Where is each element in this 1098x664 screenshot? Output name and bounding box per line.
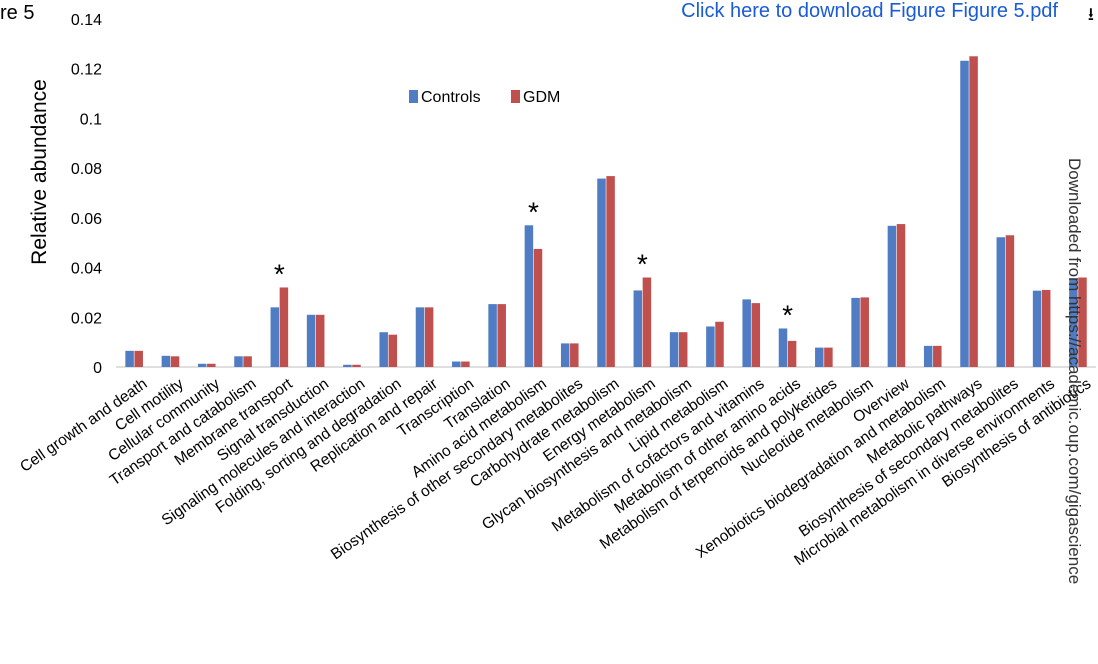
y-axis-label: Relative abundance — [28, 79, 51, 265]
bar-controls-folding-sorting-and-degradation — [379, 332, 388, 367]
bar-controls-transport-and-catabolism — [234, 356, 243, 367]
download-link[interactable]: Click here to download Figure Figure 5.p… — [681, 0, 1058, 22]
bar-gdm-cell-motility — [170, 356, 180, 367]
bar-gdm-signal-transduction — [315, 314, 325, 367]
bar-gdm-replication-and-repair — [424, 307, 434, 367]
bar-controls-metabolism-of-terpenoids-and-polyketides — [815, 347, 824, 367]
bar-controls-metabolism-of-other-amino-acids — [778, 328, 788, 367]
bar-controls-metabolism-of-cofactors-and-vitamins — [742, 299, 751, 367]
bar-gdm-membrane-transport — [279, 287, 289, 367]
y-tick-label: 0.08 — [71, 161, 102, 178]
bar-gdm-metabolism-of-cofactors-and-vitamins — [751, 303, 761, 367]
bar-gdm-microbial-metabolism-in-diverse-environments — [1041, 289, 1051, 367]
bar-gdm-carbohydrate-metabolism — [606, 176, 615, 367]
significance-markers: * * * * — [274, 196, 793, 330]
bar-controls-cellular-community — [197, 363, 207, 367]
significance-asterisk: * — [274, 258, 285, 289]
significance-asterisk: * — [528, 196, 539, 227]
bar-gdm-translation — [497, 304, 506, 367]
bar-controls-cell-growth-and-death — [125, 350, 134, 367]
download-source-note: Downloaded from https://academic.oup.com… — [1065, 158, 1084, 585]
bar-gdm-energy-metabolism — [642, 277, 652, 367]
bar-controls-signaling-molecules-and-interaction — [343, 364, 352, 367]
y-tick-label: 0 — [93, 360, 102, 377]
bar-gdm-lipid-metabolism — [715, 321, 724, 367]
bar-controls-cell-motility — [161, 355, 171, 367]
y-tick-label: 0.1 — [80, 111, 102, 128]
bar-gdm-biosynthesis-of-antibiotics — [1078, 277, 1087, 367]
bar-gdm-metabolism-of-terpenoids-and-polyketides — [824, 347, 833, 367]
bar-controls-biosynthesis-of-other-secondary-metabolites — [560, 343, 570, 367]
bar-gdm-biosynthesis-of-other-secondary-metabolites — [570, 343, 579, 367]
bar-gdm-transport-and-catabolism — [243, 356, 252, 367]
chart-bars — [125, 56, 1087, 368]
significance-asterisk: * — [637, 249, 648, 280]
bar-controls-lipid-metabolism — [706, 326, 715, 367]
legend-label-controls: Controls — [421, 89, 481, 106]
bar-gdm-nucleotide-metabolism — [860, 297, 869, 367]
significance-asterisk: * — [782, 299, 793, 330]
bar-controls-biosynthesis-of-secondary-metabolites — [996, 237, 1006, 367]
bar-controls-microbial-metabolism-in-diverse-environments — [1032, 290, 1042, 367]
bar-controls-translation — [488, 304, 497, 367]
download-icon[interactable]: ⭳ — [1087, 4, 1094, 24]
bar-controls-metabolic-pathways — [960, 60, 969, 367]
bar-gdm-overview — [896, 224, 906, 367]
bar-gdm-cell-growth-and-death — [134, 350, 143, 367]
bar-controls-membrane-transport — [270, 307, 280, 367]
y-tick-label: 0.02 — [71, 310, 102, 327]
bar-controls-overview — [887, 225, 897, 367]
bar-controls-carbohydrate-metabolism — [597, 178, 606, 367]
bar-controls-xenobiotics-biodegradation-and-metabolism — [923, 345, 933, 367]
y-tick-label: 0.06 — [71, 211, 102, 228]
legend-swatch-gdm — [511, 90, 520, 103]
bar-gdm-glycan-biosynthesis-and-metabolism — [678, 332, 688, 367]
bar-gdm-metabolic-pathways — [969, 56, 978, 368]
bar-gdm-transcription — [461, 361, 470, 367]
bar-gdm-xenobiotics-biodegradation-and-metabolism — [933, 345, 942, 367]
bar-controls-nucleotide-metabolism — [851, 297, 860, 367]
y-tick-label: 0.12 — [71, 62, 102, 79]
bar-gdm-metabolism-of-other-amino-acids — [787, 340, 797, 367]
bar-gdm-biosynthesis-of-secondary-metabolites — [1005, 235, 1015, 367]
chart-legend: Controls GDM — [409, 89, 560, 106]
bar-controls-signal-transduction — [306, 314, 316, 367]
y-tick-label: 0.14 — [71, 12, 102, 29]
y-tick-label: 0.04 — [71, 261, 102, 278]
legend-label-gdm: GDM — [523, 89, 560, 106]
bar-controls-transcription — [452, 361, 461, 367]
y-tick-labels: 0 0.02 0.04 0.06 0.08 0.1 0.12 0.14 — [71, 12, 102, 377]
bar-controls-biosynthesis-of-antibiotics — [1069, 278, 1078, 367]
bar-gdm-signaling-molecules-and-interaction — [352, 364, 361, 367]
bar-gdm-folding-sorting-and-degradation — [388, 334, 398, 367]
bar-controls-glycan-biosynthesis-and-metabolism — [669, 332, 679, 367]
bar-gdm-amino-acid-metabolism — [533, 248, 543, 367]
bar-controls-amino-acid-metabolism — [524, 225, 534, 367]
bar-gdm-cellular-community — [207, 363, 216, 367]
bar-controls-replication-and-repair — [415, 307, 425, 367]
figure-label: re 5 — [0, 2, 35, 24]
legend-swatch-controls — [409, 90, 418, 103]
bar-controls-energy-metabolism — [633, 290, 643, 367]
